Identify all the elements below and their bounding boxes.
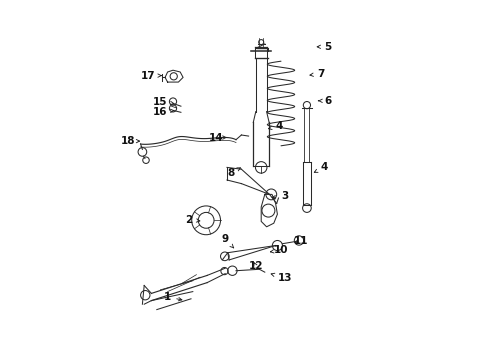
Text: 2: 2 bbox=[186, 215, 200, 225]
Text: 1: 1 bbox=[164, 292, 182, 302]
Text: 4: 4 bbox=[314, 162, 328, 172]
Text: 4: 4 bbox=[269, 121, 283, 131]
Text: 15: 15 bbox=[153, 96, 174, 107]
Text: 11: 11 bbox=[294, 236, 308, 246]
Text: 7: 7 bbox=[310, 69, 324, 79]
Text: 9: 9 bbox=[221, 234, 234, 248]
Text: 17: 17 bbox=[141, 71, 161, 81]
Text: 14: 14 bbox=[209, 132, 226, 143]
Text: 8: 8 bbox=[227, 168, 241, 178]
Text: 13: 13 bbox=[271, 273, 292, 283]
Text: 3: 3 bbox=[272, 191, 288, 201]
Text: 5: 5 bbox=[317, 42, 331, 52]
Text: 18: 18 bbox=[121, 136, 140, 146]
Text: 16: 16 bbox=[153, 107, 174, 117]
Text: 12: 12 bbox=[248, 261, 263, 271]
Text: 10: 10 bbox=[270, 245, 288, 255]
Text: 6: 6 bbox=[318, 96, 331, 106]
